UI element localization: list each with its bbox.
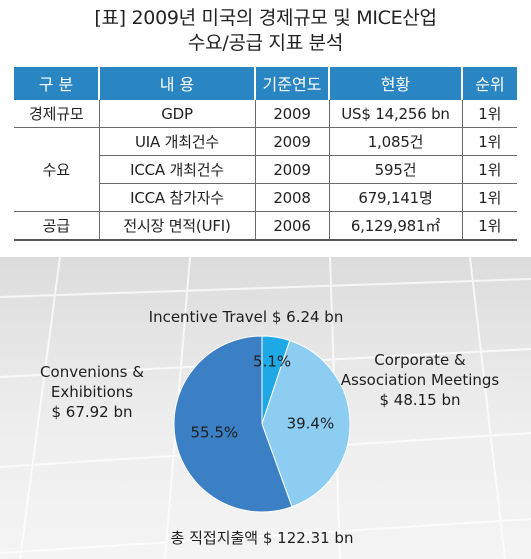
- slice-conventions-exhibitions: [173, 335, 293, 513]
- cell-content: 전시장 면적(UFI): [99, 211, 256, 241]
- label-corporate-line-1: Corporate &: [374, 351, 466, 369]
- pie-slices: [173, 335, 351, 513]
- cell-category: 경제규모: [14, 98, 100, 128]
- cell-category: 수요: [14, 127, 100, 212]
- cell-year: 2009: [255, 127, 330, 156]
- label-conventions: Convenions & Exhibitions $ 67.92 bn: [40, 363, 144, 421]
- percent-label: 55.5%: [190, 423, 238, 441]
- cell-year: 2006: [255, 211, 330, 241]
- cell-status: 1,085건: [329, 127, 463, 156]
- cell-rank: 1위: [462, 155, 517, 184]
- cell-year: 2009: [255, 98, 330, 128]
- cell-rank: 1위: [462, 127, 517, 156]
- cell-rank: 1위: [462, 211, 517, 241]
- table-row: ICCA 개최건수 2009 595건 1위: [14, 155, 517, 184]
- label-incentive: Incentive Travel $ 6.24 bn: [149, 308, 344, 326]
- pie-chart-panel: 5.1% 39.4% 55.5% Incentive Travel $ 6.24 b…: [0, 257, 531, 559]
- percent-label: 39.4%: [287, 414, 335, 432]
- cell-status: 679,141명: [329, 183, 463, 212]
- cell-status: 595건: [329, 155, 463, 184]
- table-row: 경제규모 GDP 2009 US$ 14,256 bn 1위: [14, 98, 517, 128]
- cell-rank: 1위: [462, 98, 517, 128]
- label-incentive-line-1: Incentive Travel $ 6.24 bn: [149, 308, 344, 326]
- cell-content: ICCA 참가자수: [99, 183, 256, 212]
- label-corporate-line-3: $ 48.15 bn: [379, 391, 460, 409]
- slice-corporate-meetings: [261, 339, 351, 508]
- label-corporate: Corporate & Association Meetings $ 48.15…: [341, 351, 500, 409]
- header-rank: 순위: [462, 67, 517, 99]
- percent-labels: 5.1% 39.4% 55.5%: [190, 353, 334, 442]
- percent-label: 5.1%: [253, 353, 291, 371]
- pie-chart: 5.1% 39.4% 55.5% Incentive Travel $ 6.24 b…: [0, 257, 531, 559]
- table-row: 수요 UIA 개최건수 2009 1,085건 1위: [14, 127, 517, 212]
- header-content: 내 용: [99, 67, 256, 99]
- table-row: ICCA 참가자수 2008 679,141명 1위: [14, 183, 517, 212]
- cell-status: 6,129,981㎡: [329, 211, 463, 241]
- label-conventions-line-3: $ 67.92 bn: [51, 403, 132, 421]
- table-row: 공급 전시장 면적(UFI) 2006 6,129,981㎡ 1위: [14, 211, 517, 241]
- cell-status: US$ 14,256 bn: [329, 98, 463, 128]
- cell-content: ICCA 개최건수: [99, 155, 256, 184]
- total-spending-label: 총 직접지출액 $ 122.31 bn: [171, 529, 354, 547]
- cell-category: 공급: [14, 211, 100, 241]
- table-header-row: 구 분 내 용 기준연도 현황 순위: [14, 67, 517, 99]
- label-corporate-line-2: Association Meetings: [341, 371, 500, 389]
- cell-content: UIA 개최건수: [99, 127, 256, 156]
- title-line-2: 수요/공급 지표 분석: [187, 32, 344, 54]
- cell-year: 2008: [255, 183, 330, 212]
- title-line-1: [표] 2009년 미국의 경제규모 및 MICE산업: [94, 7, 437, 29]
- label-conventions-line-2: Exhibitions: [51, 383, 133, 401]
- label-conventions-line-1: Convenions &: [40, 363, 144, 381]
- header-category: 구 분: [14, 67, 100, 99]
- cell-year: 2009: [255, 155, 330, 184]
- mice-indicator-table: 구 분 내 용 기준연도 현황 순위 경제규모 GDP 2009 US$ 14,…: [14, 67, 517, 241]
- cell-rank: 1위: [462, 183, 517, 212]
- cell-content: GDP: [99, 98, 256, 128]
- header-status: 현황: [329, 67, 463, 99]
- document-title: [표] 2009년 미국의 경제규모 및 MICE산업 수요/공급 지표 분석: [0, 6, 531, 56]
- header-year: 기준연도: [255, 67, 330, 99]
